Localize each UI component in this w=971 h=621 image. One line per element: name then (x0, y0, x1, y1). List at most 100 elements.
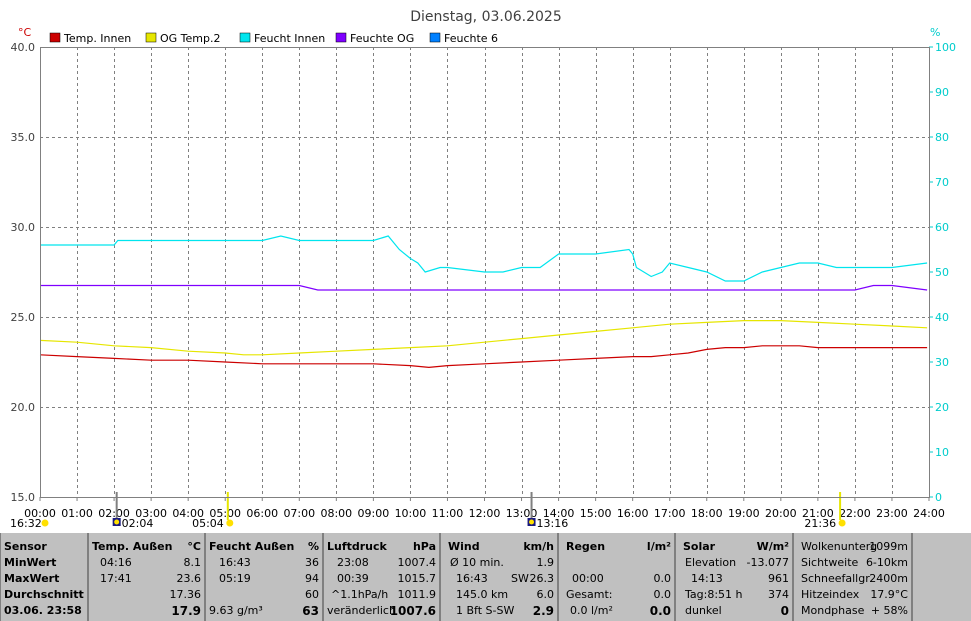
regen-header: Regen (566, 540, 606, 553)
temp-min-time: 04:16 (100, 556, 132, 569)
y-right-tick-label: 40 (935, 311, 949, 324)
x-tick-label: 09:00 (358, 507, 390, 520)
visibility-label: Sichtweite (801, 556, 859, 569)
chart-title: Dienstag, 03.06.2025 (410, 9, 561, 25)
visibility-value: 6-10km (865, 556, 908, 569)
stats-col-sensor: Sensor MinWert MaxWert Durchschnitt 03.0… (0, 533, 89, 621)
temp-avg-value: 17.36 (169, 588, 202, 601)
feucht-aussen-header: Feucht Außen (209, 540, 295, 553)
legend-swatch (49, 32, 61, 43)
cloud-base-label: Wolkenunterg (801, 540, 878, 553)
wind-current-value: 2.9 (532, 604, 554, 618)
solar-avg-value: 374 (768, 588, 789, 601)
feucht-max-time: 05:19 (219, 572, 251, 585)
annotation-time: 21:36 (804, 517, 836, 530)
heat-index-label: Hitzeindex (801, 588, 860, 601)
moon-phase-label: Mondphase (801, 604, 865, 617)
wind-max-value: 26.3 (529, 572, 555, 585)
x-tick-label: 24:00 (913, 507, 945, 520)
y-right-tick-label: 20 (935, 401, 949, 414)
y-right-tick-label: 60 (935, 221, 949, 234)
wind-avg-label: Ø 10 min. (450, 556, 504, 569)
stats-col-regen: Regen l/m² 00:00 0.0 Gesamt: 0.0 0.0 l/m² 0.… (559, 533, 676, 621)
legend-label: Feuchte OG (350, 32, 414, 45)
x-tick-label: 14:00 (543, 507, 575, 520)
sun-icon (838, 519, 846, 527)
x-tick-label: 01:00 (61, 507, 93, 520)
series-line (40, 284, 928, 291)
druck-min-value: 1007.4 (397, 556, 437, 569)
feucht-min-value: 36 (305, 556, 319, 569)
elevation-value: -13.077 (746, 556, 789, 569)
wind-unit: km/h (523, 540, 554, 553)
stats-col-wind: Wind km/h Ø 10 min. 1.9 16:43 SW 26.3 145.0 … (441, 533, 559, 621)
y-right-tick-label: 30 (935, 356, 949, 369)
feucht-min-time: 16:43 (219, 556, 251, 569)
feucht-max-value: 94 (305, 572, 319, 585)
y-right-tick-label: 90 (935, 86, 949, 99)
solar-state: dunkel (685, 604, 722, 617)
regen-max-time: 00:00 (572, 572, 604, 585)
druck-max-value: 1015.7 (397, 572, 437, 585)
x-tick-label: 13:00 (506, 507, 538, 520)
y-left-tick-label: 40.0 (11, 41, 36, 54)
y-left-tick-label: 15.0 (11, 491, 36, 504)
legend-label: Feucht Innen (254, 32, 325, 45)
temp-aussen-header: Temp. Außen (92, 540, 173, 553)
regen-unit: l/m² (646, 540, 671, 553)
x-tick-label: 10:00 (395, 507, 427, 520)
wind-header: Wind (448, 540, 480, 553)
stats-col-luftdruck: Luftdruck hPa 23:08 1007.4 00:39 1015.7 ^1.… (324, 533, 441, 621)
solar-max-time: 14:13 (691, 572, 723, 585)
x-tick-label: 03:00 (135, 507, 167, 520)
cloud-base-value: 1099m (869, 540, 908, 553)
druck-avg-value: 1011.9 (397, 588, 437, 601)
solar-current-value: 0 (780, 604, 789, 618)
y-right-tick-label: 10 (935, 446, 949, 459)
regen-current-value: 0.0 (649, 604, 671, 618)
legend-label: OG Temp.2 (160, 32, 221, 45)
regen-total-value: 0.0 (653, 588, 672, 601)
stats-col-solar: Solar W/m² Elevation -13.077 14:13 961 Tag:… (676, 533, 794, 621)
x-tick-label: 23:00 (876, 507, 908, 520)
left-axis-unit: °C (18, 26, 32, 39)
x-tick-label: 18:00 (691, 507, 723, 520)
y-left-tick-label: 35.0 (11, 131, 36, 144)
temp-max-value: 23.6 (176, 572, 202, 585)
regen-total-label: Gesamt: (566, 588, 613, 601)
x-tick-label: 11:00 (432, 507, 464, 520)
y-right-tick-label: 80 (935, 131, 949, 144)
annotation-time: 13:16 (537, 517, 569, 530)
y-right-tick-label: 0 (935, 491, 942, 504)
legend-label: Temp. Innen (63, 32, 131, 45)
annotation-time: 02:04 (122, 517, 154, 530)
temp-min-value: 8.1 (183, 556, 202, 569)
feucht-aussen-unit: % (307, 540, 319, 553)
day-length: Tag:8:51 h (685, 588, 743, 601)
temp-current-value: 17.9 (171, 604, 201, 618)
feucht-avg-value: 60 (305, 588, 319, 601)
y-left-tick-label: 30.0 (11, 221, 36, 234)
x-tick-label: 08:00 (320, 507, 352, 520)
x-tick-label: 04:00 (172, 507, 204, 520)
absolute-humidity: 9.63 g/m³ (209, 604, 263, 617)
plot-area-border (40, 47, 930, 498)
druck-tendency: veränderlich (327, 604, 396, 617)
legend-swatch (335, 32, 347, 43)
druck-min-time: 23:08 (337, 556, 369, 569)
current-timestamp: 03.06. 23:58 (4, 604, 82, 617)
y-right-tick-label: 100 (935, 41, 956, 54)
snowline-value: 2400m (869, 572, 908, 585)
regen-amount: 0.0 l/m² (570, 604, 613, 617)
legend-swatch (145, 32, 157, 43)
stats-col-feucht-aussen: Feucht Außen% 16:43 36 05:19 94 60 9.63 g/… (206, 533, 324, 621)
regen-max-value: 0.0 (653, 572, 672, 585)
x-tick-label: 02:00 (98, 507, 130, 520)
solar-max-value: 961 (768, 572, 789, 585)
x-tick-label: 21:00 (802, 507, 834, 520)
sun-icon (41, 519, 49, 527)
series-line (39, 345, 928, 369)
solar-unit: W/m² (756, 540, 789, 553)
luftdruck-header: Luftdruck (327, 540, 387, 553)
